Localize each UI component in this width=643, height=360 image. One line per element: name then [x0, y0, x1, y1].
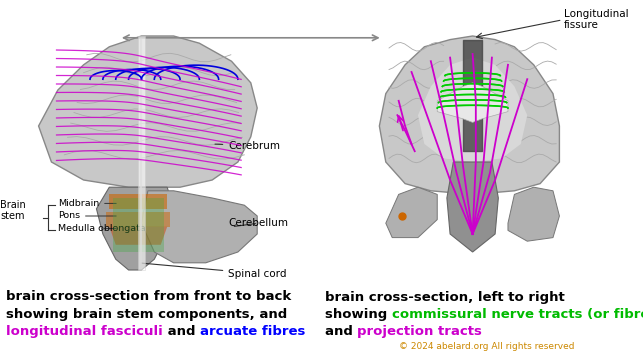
Text: longitudinal fasciculi: longitudinal fasciculi: [6, 325, 163, 338]
Text: showing brain stem components, and: showing brain stem components, and: [6, 308, 287, 321]
Polygon shape: [109, 227, 167, 245]
Text: Brain: Brain: [0, 200, 26, 210]
Text: and: and: [325, 325, 358, 338]
Polygon shape: [508, 187, 559, 241]
Polygon shape: [437, 83, 508, 122]
Polygon shape: [138, 36, 145, 270]
Polygon shape: [418, 58, 527, 162]
Text: stem: stem: [0, 211, 24, 221]
Text: fissure: fissure: [564, 20, 599, 30]
Text: Spinal cord: Spinal cord: [141, 263, 287, 279]
Text: arcuate fibres: arcuate fibres: [201, 325, 305, 338]
Text: Pons: Pons: [58, 211, 116, 220]
Text: Midbrain: Midbrain: [58, 199, 116, 208]
Text: Medulla oblongata: Medulla oblongata: [58, 224, 145, 233]
Polygon shape: [109, 194, 167, 209]
Text: showing: showing: [325, 308, 392, 321]
Polygon shape: [39, 36, 257, 187]
Polygon shape: [106, 212, 170, 227]
Polygon shape: [447, 162, 498, 252]
Polygon shape: [141, 191, 257, 263]
Text: Longitudinal: Longitudinal: [564, 9, 629, 19]
Polygon shape: [379, 36, 559, 194]
Text: projection tracts: projection tracts: [358, 325, 482, 338]
Polygon shape: [386, 187, 437, 238]
Text: © 2024 abelard.org All rights reserved: © 2024 abelard.org All rights reserved: [399, 342, 574, 351]
Text: Cerebrum: Cerebrum: [215, 141, 280, 151]
Text: Cerebellum: Cerebellum: [228, 218, 288, 228]
Polygon shape: [113, 198, 164, 252]
Text: brain cross-section from front to back: brain cross-section from front to back: [6, 291, 292, 303]
Polygon shape: [96, 187, 174, 270]
Text: and: and: [163, 325, 201, 338]
Text: brain cross-section, left to right: brain cross-section, left to right: [325, 291, 565, 303]
Text: commissural nerve tracts (or fibres): commissural nerve tracts (or fibres): [392, 308, 643, 321]
